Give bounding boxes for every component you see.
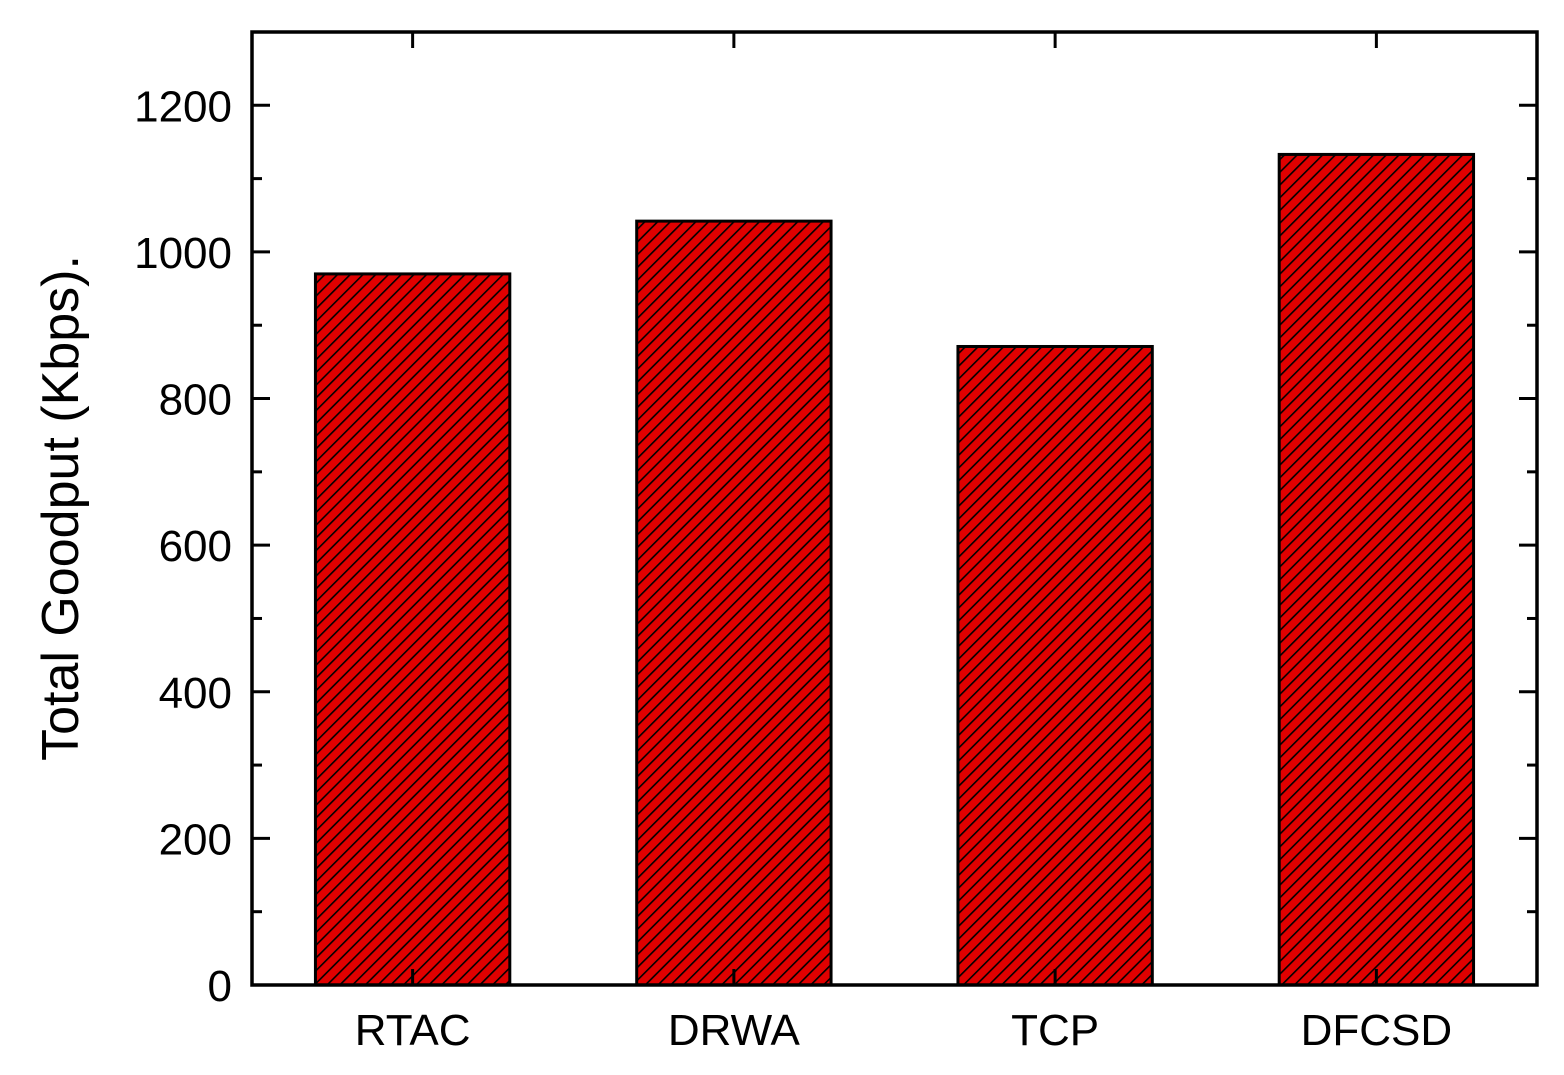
y-tick-label-0: 0 [208,962,232,1011]
y-tick-label-400: 400 [159,669,232,718]
y-tick-label-800: 800 [159,376,232,425]
x-tick-label-dfcsd: DFCSD [1301,1006,1453,1055]
y-tick-label-1200: 1200 [134,82,232,131]
x-tick-label-tcp: TCP [1011,1006,1099,1055]
x-tick-label-rtac: RTAC [355,1006,471,1055]
bar-tcp [956,344,1154,987]
plot-frame [250,30,1539,987]
bar-drwa [635,219,833,987]
bar-dfcsd [1277,152,1476,987]
y-tick-label-200: 200 [159,815,232,864]
x-tick-label-drwa: DRWA [668,1006,801,1055]
labels-layer: RTAC DRWA TCP DFCSD 0 200 400 600 800 1000 1200 [134,82,1452,1055]
bar-rtac [313,272,512,987]
y-tick-label-600: 600 [159,522,232,571]
y-axis-title: Total Goodput (Kbps). [32,255,90,761]
y-tick-label-1000: 1000 [134,229,232,278]
axes-layer [250,30,1539,987]
bars-layer [313,152,1476,987]
